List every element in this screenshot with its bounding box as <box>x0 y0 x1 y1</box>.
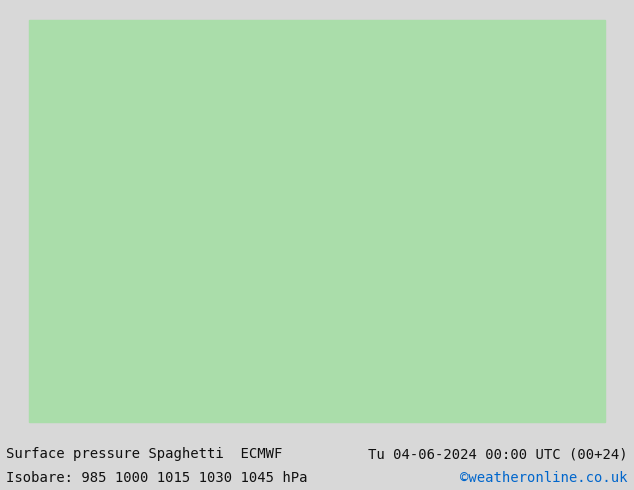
Polygon shape <box>29 20 605 422</box>
Text: ©weatheronline.co.uk: ©weatheronline.co.uk <box>460 471 628 485</box>
Text: Isobare: 985 1000 1015 1030 1045 hPa: Isobare: 985 1000 1015 1030 1045 hPa <box>6 471 308 485</box>
Text: Surface pressure Spaghetti  ECMWF: Surface pressure Spaghetti ECMWF <box>6 447 283 461</box>
Text: Tu 04-06-2024 00:00 UTC (00+24): Tu 04-06-2024 00:00 UTC (00+24) <box>368 447 628 461</box>
